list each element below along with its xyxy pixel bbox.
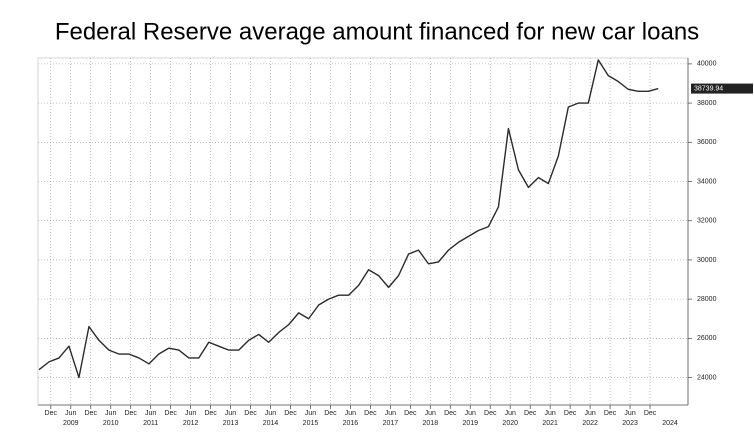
- y-tick-label: 28000: [697, 296, 717, 303]
- x-tick-label: Jun: [425, 410, 436, 417]
- x-tick-label: Jun: [545, 410, 556, 417]
- year-label: 2017: [383, 420, 399, 427]
- last-value-tag: [691, 83, 753, 94]
- y-tick-label: 38000: [697, 100, 717, 107]
- y-tick-label: 32000: [697, 218, 717, 225]
- x-tick-label: Dec: [444, 410, 457, 417]
- x-tick-label: Dec: [164, 410, 177, 417]
- year-label: 2013: [223, 420, 239, 427]
- last-value-label: 38739.94: [694, 85, 723, 92]
- year-label: 2020: [502, 420, 518, 427]
- year-label: 2018: [423, 420, 439, 427]
- x-tick-label: Jun: [385, 410, 396, 417]
- y-tick-label: 26000: [697, 335, 717, 342]
- x-tick-label: Dec: [484, 410, 497, 417]
- x-tick-label: Jun: [465, 410, 476, 417]
- x-tick-label: Dec: [604, 410, 617, 417]
- x-tick-label: Dec: [284, 410, 297, 417]
- year-label: 2012: [183, 420, 199, 427]
- x-tick-label: Jun: [265, 410, 276, 417]
- data-line: [38, 59, 659, 379]
- year-label: 2021: [542, 420, 558, 427]
- x-tick-label: Dec: [244, 410, 257, 417]
- x-tick-label: Dec: [404, 410, 417, 417]
- x-tick-label: Jun: [305, 410, 316, 417]
- x-tick-label: Jun: [505, 410, 516, 417]
- x-tick-label: Dec: [364, 410, 377, 417]
- y-tick-label: 24000: [697, 374, 717, 381]
- x-tick-label: Dec: [85, 410, 98, 417]
- x-tick-label: Dec: [324, 410, 337, 417]
- year-label: 2009: [63, 420, 79, 427]
- year-label: 2022: [582, 420, 598, 427]
- x-tick-label: Jun: [345, 410, 356, 417]
- x-tick-label: Jun: [624, 410, 635, 417]
- x-tick-label: Dec: [644, 410, 657, 417]
- year-label: 2014: [263, 420, 279, 427]
- year-label: 2019: [462, 420, 478, 427]
- year-label: 2016: [343, 420, 359, 427]
- year-label: 2015: [303, 420, 319, 427]
- x-tick-label: Dec: [45, 410, 58, 417]
- x-tick-label: Jun: [584, 410, 595, 417]
- x-tick-label: Dec: [524, 410, 537, 417]
- year-label: 2024: [662, 420, 678, 427]
- y-tick-label: 30000: [697, 257, 717, 264]
- y-tick-label: 34000: [697, 178, 717, 185]
- x-tick-label: Dec: [124, 410, 137, 417]
- x-tick-label: Jun: [145, 410, 156, 417]
- chart-title: Federal Reserve average amount financed …: [55, 18, 699, 45]
- x-tick-label: Jun: [225, 410, 236, 417]
- year-label: 2023: [622, 420, 638, 427]
- year-label: 2011: [143, 420, 158, 427]
- y-tick-label: 36000: [697, 139, 717, 146]
- y-tick-label: 40000: [697, 61, 717, 68]
- year-label: 2010: [103, 420, 119, 427]
- x-tick-label: Jun: [185, 410, 196, 417]
- x-tick-label: Dec: [204, 410, 217, 417]
- x-tick-label: Dec: [564, 410, 577, 417]
- x-tick-label: Jun: [105, 410, 116, 417]
- x-tick-label: Jun: [65, 410, 76, 417]
- plot-frame: [37, 57, 689, 406]
